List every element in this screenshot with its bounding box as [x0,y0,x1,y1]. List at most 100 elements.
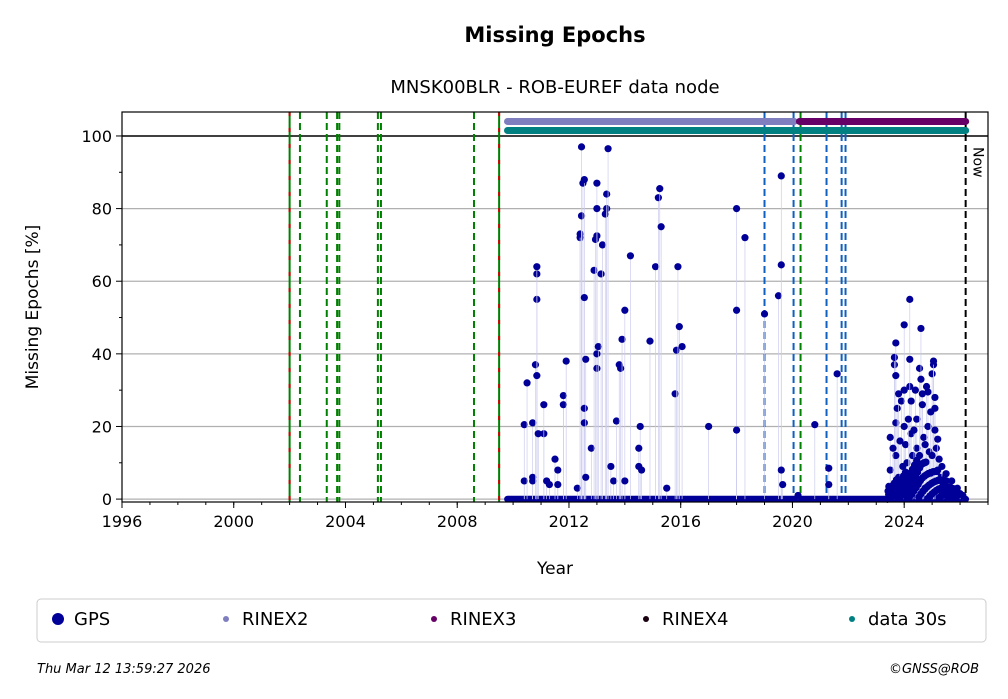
data-point [657,223,665,231]
data-point [900,321,908,329]
data-point [931,426,939,434]
x-tick-label: 2016 [660,512,701,531]
x-tick-label: 2024 [884,512,925,531]
data-point [580,293,588,302]
data-point [929,357,938,365]
data-point [732,426,741,434]
data-point [907,397,915,405]
data-point [580,175,588,184]
data-point [732,204,741,213]
data-point-cluster [936,484,945,492]
legend-marker-rinex4 [643,616,649,622]
legend-marker-rinex3 [431,616,437,622]
chart-subtitle: MNSK00BLR - ROB-EUREF data node [390,77,719,98]
y-tick-label: 20 [92,417,112,436]
legend-label: GPS [74,609,110,630]
chart-title: Missing Epochs [464,23,645,47]
data-point [811,421,819,429]
data-point [741,234,749,242]
data-point [705,422,713,431]
y-tick-label: 60 [92,272,112,291]
data-point [928,370,936,378]
data-point [935,455,943,463]
data-point [942,470,950,478]
data-point [927,408,935,416]
data-point [533,263,541,271]
data-point [774,292,783,300]
data-point [577,212,586,220]
data-point [573,484,581,492]
data-point [618,335,626,343]
data-point [562,357,570,365]
x-tick-label: 2012 [549,512,590,531]
data-point-cluster [934,476,942,485]
data-point [921,441,929,449]
data-point [922,382,931,391]
data-point [559,392,567,400]
data-point [554,480,562,489]
data-point [675,323,683,331]
y-tick-label: 40 [92,345,112,364]
data-point [777,172,785,180]
data-point [529,419,537,427]
data-point [576,230,584,238]
data-point [671,390,679,398]
data-point [533,372,541,380]
data-point-cluster [908,490,916,498]
data-point [610,477,618,485]
data-point-cluster [903,485,911,494]
legend-label: RINEX2 [242,609,308,630]
data-point [913,415,921,423]
data-point [897,397,906,405]
data-point [892,451,900,460]
data-point [603,190,611,198]
data-point [889,444,897,452]
data-point [896,437,904,445]
data-point [607,462,615,471]
legend-marker-rinex2 [223,616,229,622]
x-tick-label: 2000 [213,512,254,531]
data-point [656,185,664,193]
plot-frame [121,111,989,503]
data-point [915,364,924,372]
data-point [918,390,926,398]
data-point [663,484,671,492]
data-point [924,422,932,431]
legend-label: RINEX3 [450,609,516,630]
data-point [551,455,559,463]
data-point [520,421,528,429]
data-point [924,388,932,396]
data-point [910,426,918,434]
data-point [892,419,900,427]
now-label: Now [970,147,986,178]
data-point [920,433,928,441]
data-point [906,355,914,363]
legend-label: data 30s [868,609,947,630]
data-point-cluster [941,490,949,498]
data-point [674,263,682,271]
data-point [825,464,833,472]
data-point [598,241,607,249]
y-axis-label: Missing Epochs [%] [23,225,43,390]
y-tick-label: 0 [102,490,112,509]
data-point [594,342,602,351]
data-point [892,339,900,347]
data-point [913,444,921,452]
data-point [593,350,601,358]
data-point [520,477,528,485]
y-tick-label: 100 [81,127,112,146]
data-point [900,386,908,394]
data-point [621,477,629,485]
data-point [646,337,654,345]
data-point [833,370,841,378]
data-point [580,404,588,412]
data-point [899,462,907,471]
data-point [779,480,787,489]
data-point [577,143,586,151]
data-point-cluster [890,491,898,500]
data-point-cluster [918,474,926,482]
data-point [559,401,567,409]
data-point-cluster [922,458,930,466]
